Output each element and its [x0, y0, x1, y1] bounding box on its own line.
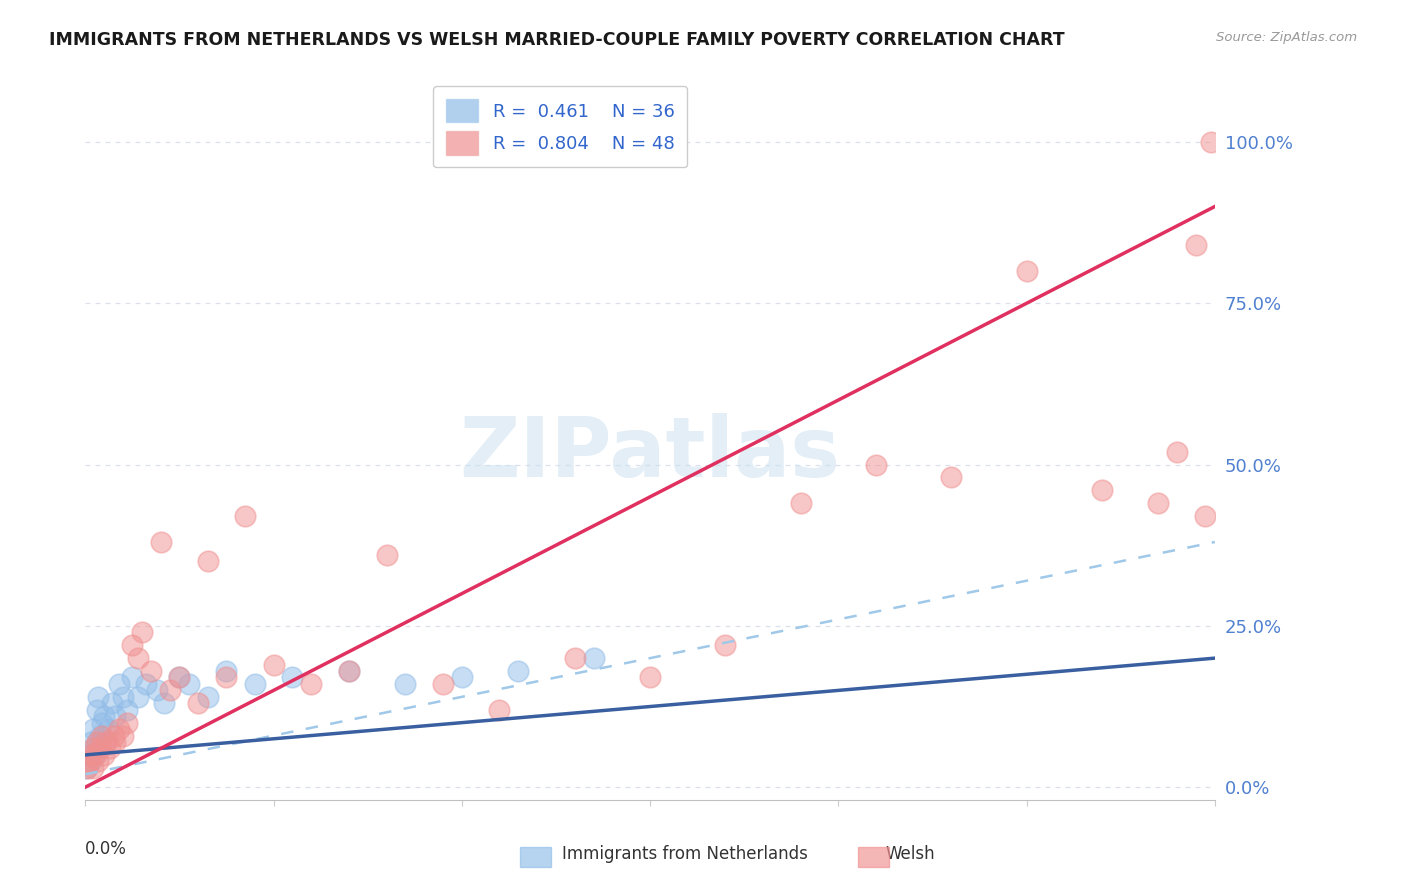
Point	[94, 735, 117, 749]
Point	[177, 677, 200, 691]
Point	[638, 671, 661, 685]
Point	[135, 677, 157, 691]
Point	[263, 657, 285, 672]
Point	[82, 722, 104, 736]
Point	[86, 735, 108, 749]
Point	[89, 729, 111, 743]
Legend: R =  0.461    N = 36, R =  0.804    N = 48: R = 0.461 N = 36, R = 0.804 N = 48	[433, 87, 688, 167]
Text: IMMIGRANTS FROM NETHERLANDS VS WELSH MARRIED-COUPLE FAMILY POVERTY CORRELATION C: IMMIGRANTS FROM NETHERLANDS VS WELSH MAR…	[49, 31, 1064, 49]
Point	[141, 664, 163, 678]
Point	[789, 496, 811, 510]
Point	[82, 741, 104, 756]
Point	[169, 671, 191, 685]
Point	[1199, 135, 1222, 149]
Point	[83, 747, 105, 762]
Point	[432, 677, 454, 691]
Point	[93, 747, 115, 762]
Point	[86, 703, 108, 717]
Point	[83, 747, 105, 762]
Point	[76, 761, 98, 775]
Point	[111, 729, 134, 743]
Point	[93, 709, 115, 723]
Point	[115, 715, 138, 730]
Point	[115, 703, 138, 717]
Point	[103, 729, 125, 743]
Point	[1015, 264, 1038, 278]
Point	[187, 696, 209, 710]
Point	[582, 651, 605, 665]
Text: Welsh: Welsh	[886, 846, 935, 863]
Point	[197, 690, 219, 704]
Point	[77, 755, 100, 769]
Point	[77, 747, 100, 762]
Point	[450, 671, 472, 685]
Point	[1147, 496, 1170, 510]
Point	[169, 671, 191, 685]
Point	[91, 715, 114, 730]
Point	[91, 729, 114, 743]
Point	[1185, 238, 1208, 252]
Point	[1194, 509, 1216, 524]
Point	[97, 722, 120, 736]
Point	[121, 671, 143, 685]
Point	[131, 625, 153, 640]
Point	[104, 735, 127, 749]
Point	[80, 735, 103, 749]
Point	[564, 651, 586, 665]
Point	[197, 554, 219, 568]
Point	[108, 722, 131, 736]
Point	[104, 709, 127, 723]
Point	[243, 677, 266, 691]
Point	[215, 664, 238, 678]
Point	[76, 761, 98, 775]
Point	[299, 677, 322, 691]
Point	[337, 664, 360, 678]
Point	[153, 696, 176, 710]
Point	[1091, 483, 1114, 498]
Text: 0.0%: 0.0%	[86, 840, 127, 858]
Point	[488, 703, 510, 717]
Point	[86, 735, 108, 749]
Point	[108, 677, 131, 691]
Point	[80, 747, 103, 762]
Point	[127, 651, 149, 665]
Point	[82, 761, 104, 775]
Point	[1166, 444, 1188, 458]
Point	[281, 671, 304, 685]
Point	[89, 741, 111, 756]
Point	[865, 458, 887, 472]
Point	[80, 755, 103, 769]
Point	[149, 535, 172, 549]
Point	[82, 741, 104, 756]
Point	[714, 638, 737, 652]
Point	[127, 690, 149, 704]
Point	[146, 683, 169, 698]
Point	[375, 548, 398, 562]
Point	[941, 470, 963, 484]
Text: ZIPatlas: ZIPatlas	[460, 413, 841, 493]
Point	[121, 638, 143, 652]
Text: Source: ZipAtlas.com: Source: ZipAtlas.com	[1216, 31, 1357, 45]
Point	[159, 683, 181, 698]
Point	[394, 677, 416, 691]
Point	[87, 690, 110, 704]
Point	[111, 690, 134, 704]
Point	[98, 741, 121, 756]
Point	[215, 671, 238, 685]
Point	[508, 664, 530, 678]
Point	[94, 735, 117, 749]
Text: Immigrants from Netherlands: Immigrants from Netherlands	[562, 846, 808, 863]
Point	[100, 696, 122, 710]
Point	[233, 509, 256, 524]
Point	[87, 755, 110, 769]
Point	[337, 664, 360, 678]
